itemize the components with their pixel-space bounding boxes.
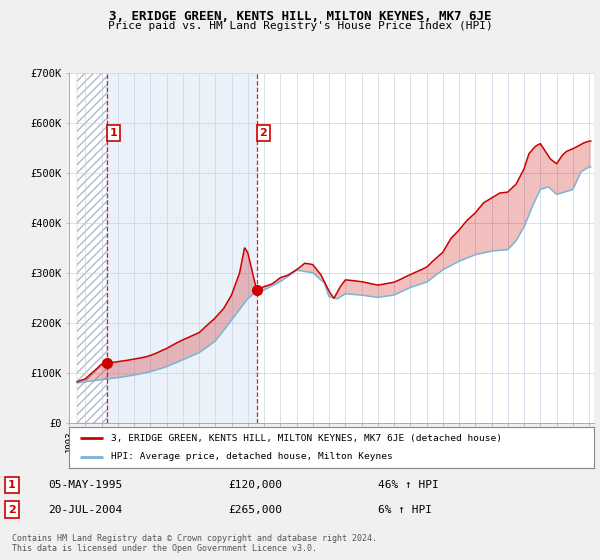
Text: £265,000: £265,000 bbox=[228, 505, 282, 515]
Bar bbox=[77, 73, 107, 423]
Text: 05-MAY-1995: 05-MAY-1995 bbox=[48, 480, 122, 490]
Bar bbox=[257, 73, 594, 423]
Bar bbox=[77, 73, 107, 423]
Text: 20-JUL-2004: 20-JUL-2004 bbox=[48, 505, 122, 515]
Text: £120,000: £120,000 bbox=[228, 480, 282, 490]
Text: HPI: Average price, detached house, Milton Keynes: HPI: Average price, detached house, Milt… bbox=[111, 452, 393, 461]
Text: 3, ERIDGE GREEN, KENTS HILL, MILTON KEYNES, MK7 6JE (detached house): 3, ERIDGE GREEN, KENTS HILL, MILTON KEYN… bbox=[111, 433, 502, 442]
Text: Price paid vs. HM Land Registry's House Price Index (HPI): Price paid vs. HM Land Registry's House … bbox=[107, 21, 493, 31]
Text: Contains HM Land Registry data © Crown copyright and database right 2024.
This d: Contains HM Land Registry data © Crown c… bbox=[12, 534, 377, 553]
Text: 6% ↑ HPI: 6% ↑ HPI bbox=[378, 505, 432, 515]
Text: 1: 1 bbox=[110, 128, 118, 138]
Text: 3, ERIDGE GREEN, KENTS HILL, MILTON KEYNES, MK7 6JE: 3, ERIDGE GREEN, KENTS HILL, MILTON KEYN… bbox=[109, 10, 491, 22]
Text: 46% ↑ HPI: 46% ↑ HPI bbox=[378, 480, 439, 490]
Text: 1: 1 bbox=[8, 480, 16, 490]
Text: 2: 2 bbox=[8, 505, 16, 515]
Text: 2: 2 bbox=[259, 128, 267, 138]
Bar bbox=[107, 73, 257, 423]
